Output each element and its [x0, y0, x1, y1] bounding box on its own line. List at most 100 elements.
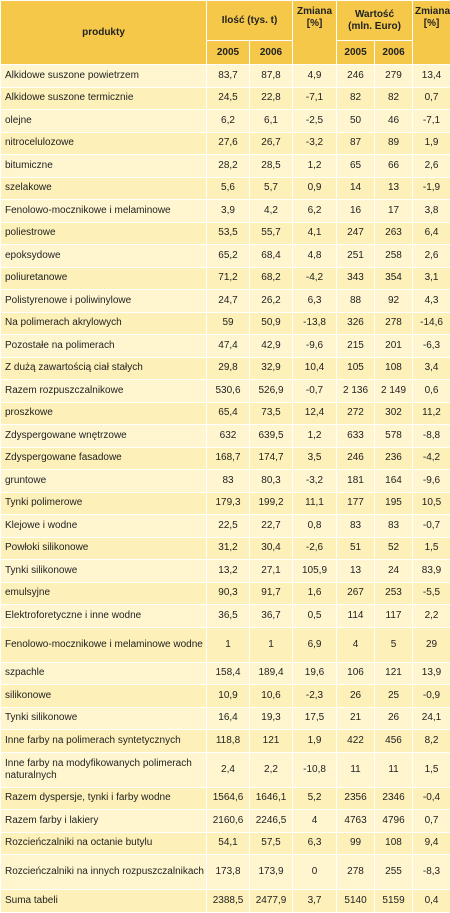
product-name-cell: poliuretanowe	[1, 267, 207, 290]
value-2006-cell: 108	[375, 357, 413, 380]
value-2005-cell: 272	[337, 402, 375, 425]
quantity-change-cell: 5,2	[293, 787, 337, 810]
product-name-cell: emulsyjne	[1, 582, 207, 605]
value-2006-cell: 164	[375, 470, 413, 493]
quantity-2006-cell: 28,5	[250, 155, 293, 178]
quantity-change-cell: 1,2	[293, 425, 337, 448]
value-2006-cell: 253	[375, 582, 413, 605]
quantity-change-cell: 1,6	[293, 582, 337, 605]
product-name-cell: nitrocelulozowe	[1, 132, 207, 155]
value-2005-cell: 267	[337, 582, 375, 605]
value-2006-cell: 5159	[375, 890, 413, 913]
quantity-2005-cell: 632	[207, 425, 250, 448]
quantity-2006-cell: 55,7	[250, 222, 293, 245]
value-2006-cell: 5	[375, 627, 413, 662]
value-2005-cell: 177	[337, 492, 375, 515]
value-2005-cell: 2 136	[337, 380, 375, 403]
value-2006-cell: 2346	[375, 787, 413, 810]
header-ilosc-2005: 2005	[207, 41, 250, 65]
quantity-change-cell: -7,1	[293, 87, 337, 110]
value-2005-cell: 21	[337, 707, 375, 730]
value-change-cell: 1,5	[413, 537, 450, 560]
value-2006-cell: 13	[375, 177, 413, 200]
product-name-cell: Fenolowo-mocznikowe i melaminowe	[1, 200, 207, 223]
product-name-cell: Fenolowo-mocznikowe i melaminowe wodne	[1, 627, 207, 662]
value-2006-cell: 24	[375, 560, 413, 583]
quantity-2006-cell: 2246,5	[250, 810, 293, 833]
quantity-2005-cell: 22,5	[207, 515, 250, 538]
value-change-cell: 2,6	[413, 245, 450, 268]
product-name-cell: silikonowe	[1, 685, 207, 708]
value-2006-cell: 26	[375, 707, 413, 730]
quantity-change-cell: 19,6	[293, 662, 337, 685]
quantity-2005-cell: 530,6	[207, 380, 250, 403]
product-name-cell: Powłoki silikonowe	[1, 537, 207, 560]
quantity-2006-cell: 2,2	[250, 752, 293, 787]
quantity-change-cell: 6,3	[293, 290, 337, 313]
quantity-2005-cell: 16,4	[207, 707, 250, 730]
value-2005-cell: 181	[337, 470, 375, 493]
product-name-cell: Polistyrenowe i poliwinylowe	[1, 290, 207, 313]
header-zmiana-ilosc: Zmiana[%]	[293, 1, 337, 65]
quantity-change-cell: 6,9	[293, 627, 337, 662]
quantity-2006-cell: 6,1	[250, 110, 293, 133]
quantity-2005-cell: 173,8	[207, 855, 250, 890]
value-2006-cell: 117	[375, 605, 413, 628]
header-wartosc-line1: Wartość	[355, 9, 394, 20]
quantity-2006-cell: 173,9	[250, 855, 293, 890]
quantity-2006-cell: 199,2	[250, 492, 293, 515]
quantity-change-cell: -2,3	[293, 685, 337, 708]
quantity-2005-cell: 47,4	[207, 335, 250, 358]
value-change-cell: 13,4	[413, 65, 450, 88]
header-wartosc-2005: 2005	[337, 41, 375, 65]
quantity-2005-cell: 24,5	[207, 87, 250, 110]
product-name-cell: olejne	[1, 110, 207, 133]
value-change-cell: 29	[413, 627, 450, 662]
value-change-cell: 11,2	[413, 402, 450, 425]
quantity-2006-cell: 57,5	[250, 832, 293, 855]
value-change-cell: 13,9	[413, 662, 450, 685]
quantity-change-cell: -2,5	[293, 110, 337, 133]
value-change-cell: 0,6	[413, 380, 450, 403]
quantity-change-cell: 12,4	[293, 402, 337, 425]
quantity-2005-cell: 28,2	[207, 155, 250, 178]
header-zmiana-unit: [%]	[307, 18, 323, 29]
value-2005-cell: 5140	[337, 890, 375, 913]
value-2005-cell: 4	[337, 627, 375, 662]
quantity-2006-cell: 50,9	[250, 312, 293, 335]
value-change-cell: -4,2	[413, 447, 450, 470]
value-change-cell: 4,3	[413, 290, 450, 313]
quantity-2006-cell: 73,5	[250, 402, 293, 425]
value-2005-cell: 246	[337, 65, 375, 88]
header-zmiana-label: Zmiana	[297, 6, 332, 17]
quantity-change-cell: 10,4	[293, 357, 337, 380]
value-2006-cell: 46	[375, 110, 413, 133]
quantity-2005-cell: 24,7	[207, 290, 250, 313]
quantity-change-cell: 0,8	[293, 515, 337, 538]
value-2005-cell: 2356	[337, 787, 375, 810]
quantity-2006-cell: 639,5	[250, 425, 293, 448]
product-name-cell: epoksydowe	[1, 245, 207, 268]
product-name-cell: Alkidowe suszone termicznie	[1, 87, 207, 110]
value-change-cell: 8,2	[413, 730, 450, 753]
quantity-2006-cell: 42,9	[250, 335, 293, 358]
quantity-2006-cell: 1	[250, 627, 293, 662]
header-ilosc-2006: 2006	[250, 41, 293, 65]
product-name-cell: poliestrowe	[1, 222, 207, 245]
quantity-2005-cell: 90,3	[207, 582, 250, 605]
quantity-2005-cell: 83	[207, 470, 250, 493]
value-2006-cell: 255	[375, 855, 413, 890]
